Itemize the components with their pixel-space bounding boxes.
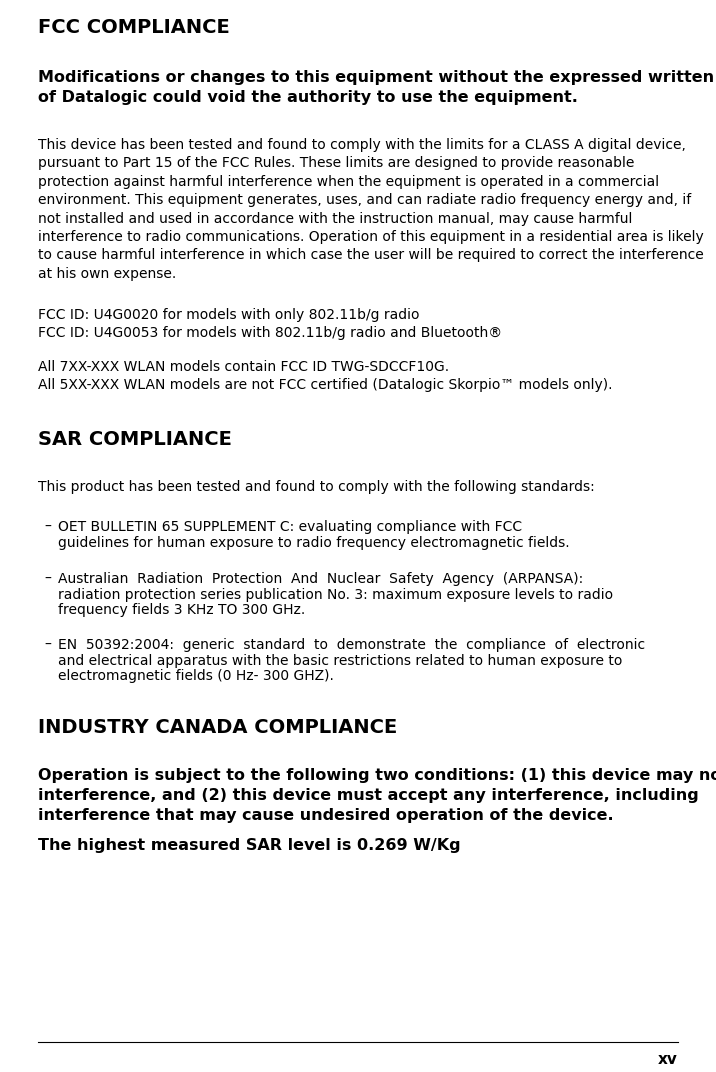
Text: electromagnetic fields (0 Hz- 300 GHZ).: electromagnetic fields (0 Hz- 300 GHZ). [58, 669, 334, 683]
Text: and electrical apparatus with the basic restrictions related to human exposure t: and electrical apparatus with the basic … [58, 654, 622, 668]
Text: Operation is subject to the following two conditions: (1) this device may not ca: Operation is subject to the following tw… [38, 768, 716, 822]
Text: SAR COMPLIANCE: SAR COMPLIANCE [38, 430, 232, 449]
Text: –: – [44, 572, 51, 586]
Text: guidelines for human exposure to radio frequency electromagnetic fields.: guidelines for human exposure to radio f… [58, 536, 570, 550]
Text: Modifications or changes to this equipment without the expressed written approva: Modifications or changes to this equipme… [38, 70, 716, 105]
Text: Australian  Radiation  Protection  And  Nuclear  Safety  Agency  (ARPANSA):: Australian Radiation Protection And Nucl… [58, 572, 584, 586]
Text: This device has been tested and found to comply with the limits for a CLASS A di: This device has been tested and found to… [38, 138, 704, 281]
Text: frequency fields 3 KHz TO 300 GHz.: frequency fields 3 KHz TO 300 GHz. [58, 602, 305, 617]
Text: All 7XX-XXX WLAN models contain FCC ID TWG-SDCCF10G.
All 5XX-XXX WLAN models are: All 7XX-XXX WLAN models contain FCC ID T… [38, 360, 612, 392]
Text: FCC COMPLIANCE: FCC COMPLIANCE [38, 18, 230, 38]
Text: EN  50392:2004:  generic  standard  to  demonstrate  the  compliance  of  electr: EN 50392:2004: generic standard to demon… [58, 638, 645, 652]
Text: –: – [44, 520, 51, 534]
Text: This product has been tested and found to comply with the following standards:: This product has been tested and found t… [38, 480, 595, 494]
Text: FCC ID: U4G0020 for models with only 802.11b/g radio
FCC ID: U4G0053 for models : FCC ID: U4G0020 for models with only 802… [38, 308, 502, 341]
Text: xv: xv [658, 1052, 678, 1067]
Text: radiation protection series publication No. 3: maximum exposure levels to radio: radiation protection series publication … [58, 587, 613, 601]
Text: OET BULLETIN 65 SUPPLEMENT C: evaluating compliance with FCC: OET BULLETIN 65 SUPPLEMENT C: evaluating… [58, 520, 522, 534]
Text: –: – [44, 638, 51, 652]
Text: The highest measured SAR level is 0.269 W/Kg: The highest measured SAR level is 0.269 … [38, 838, 460, 853]
Text: INDUSTRY CANADA COMPLIANCE: INDUSTRY CANADA COMPLIANCE [38, 718, 397, 738]
